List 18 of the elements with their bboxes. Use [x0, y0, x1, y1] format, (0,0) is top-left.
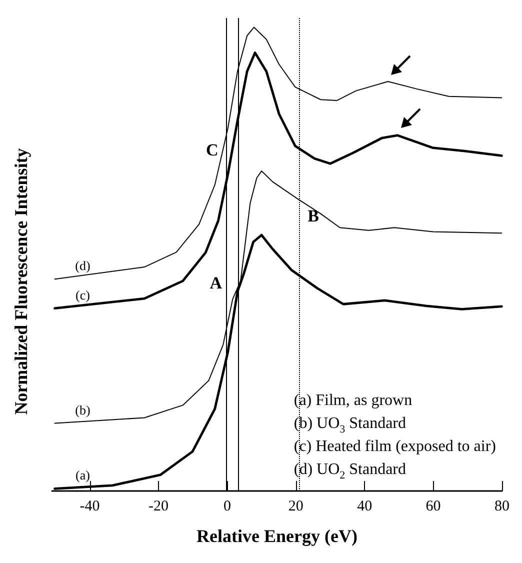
- x-tick-label: 0: [223, 498, 231, 514]
- ref-line-label: B: [308, 206, 319, 226]
- x-tick-label: -40: [80, 498, 100, 514]
- x-tick-label: 80: [494, 498, 510, 514]
- x-axis-title: Relative Energy (eV): [196, 526, 358, 546]
- series-label: (a): [76, 468, 90, 483]
- annotation: (c) Heated film (exposed to air): [294, 438, 496, 455]
- x-tick-label: 40: [357, 498, 372, 514]
- y-axis-title: Normalized Fluorescence Intensity: [11, 148, 31, 415]
- series-label: (c): [76, 287, 90, 302]
- x-tick-label: -20: [148, 498, 168, 514]
- x-tick-label: 20: [288, 498, 304, 514]
- series-label: (d): [75, 258, 90, 274]
- annotation: (a) Film, as grown: [294, 392, 412, 409]
- x-tick-label: 60: [426, 498, 441, 514]
- ref-line-label: C: [206, 140, 218, 160]
- ref-line-label: A: [210, 274, 223, 292]
- series-label: (b): [75, 402, 90, 418]
